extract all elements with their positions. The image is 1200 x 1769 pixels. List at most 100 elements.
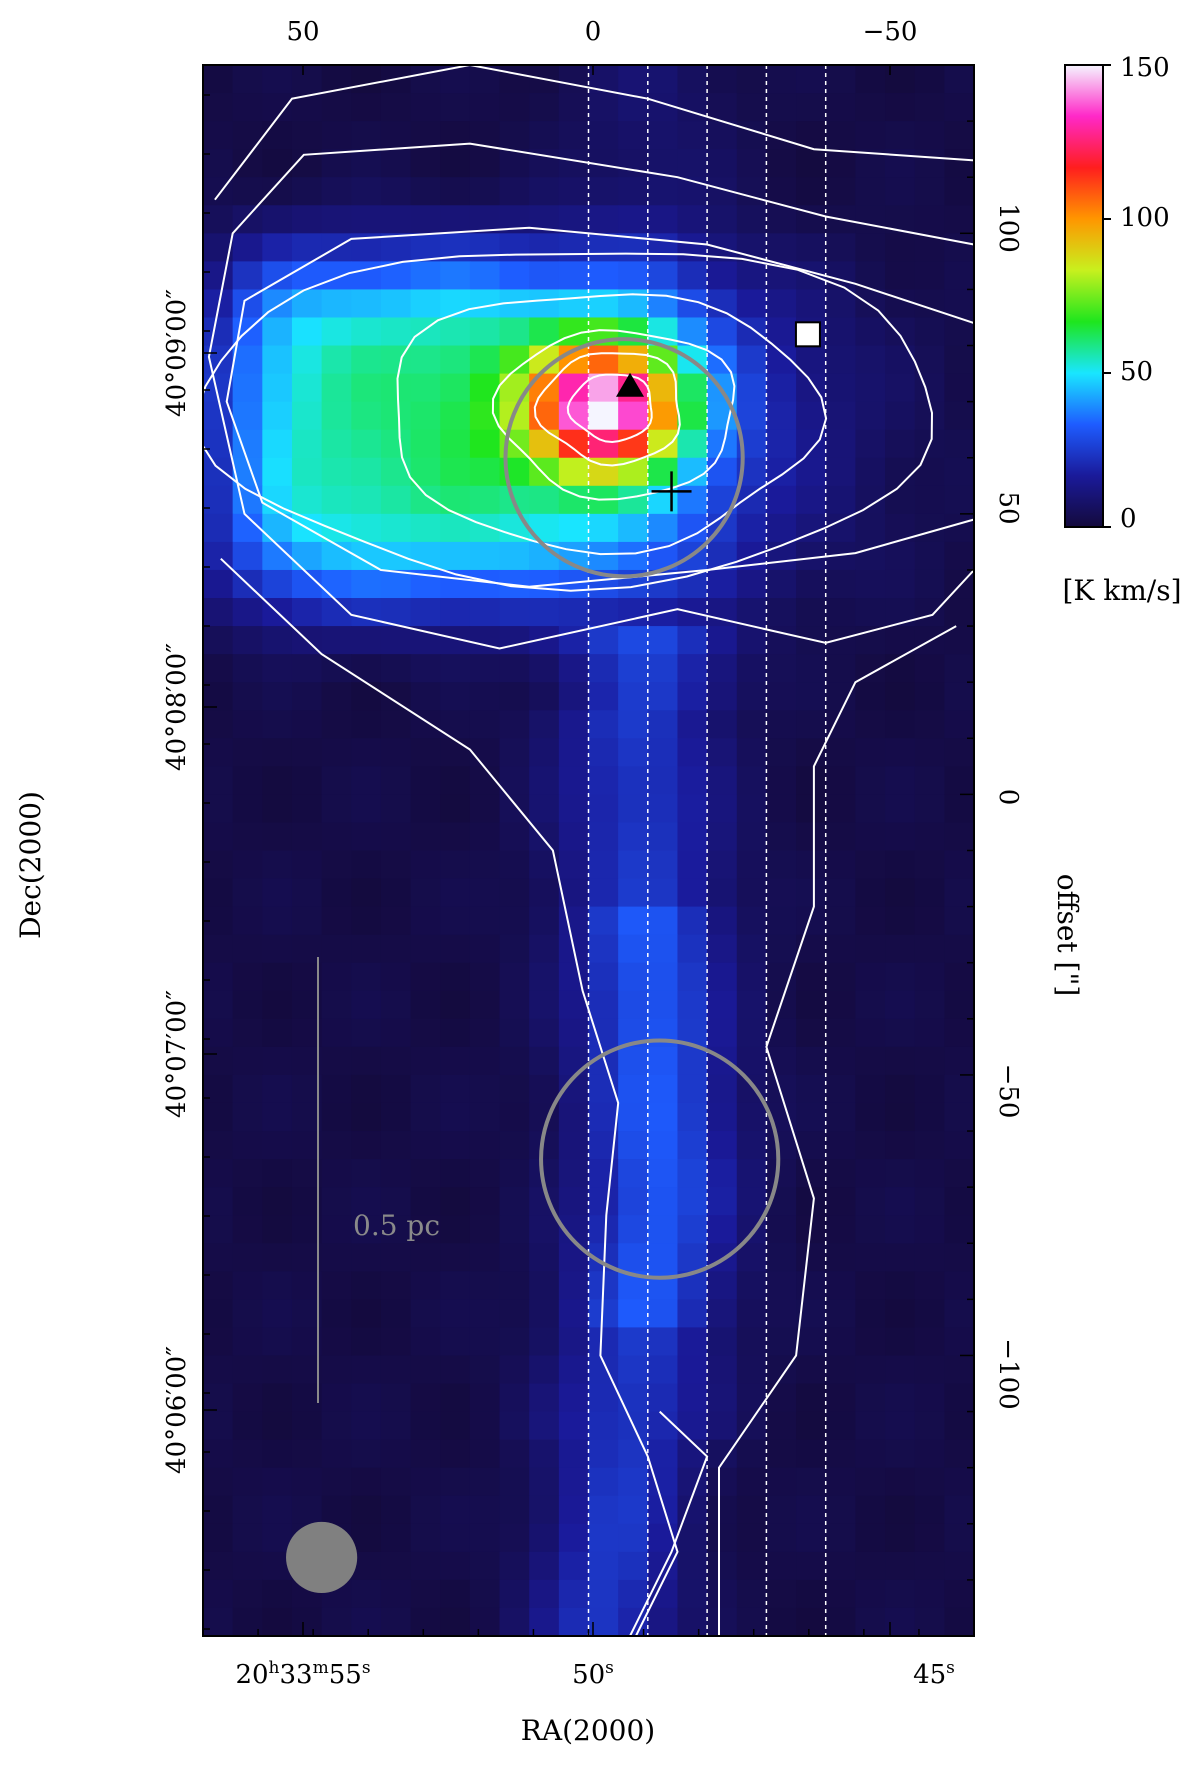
map-cell [825,317,856,347]
map-cell [558,1355,590,1385]
map-cell [914,962,945,992]
map-cell [351,1439,382,1469]
map-cell [499,1074,530,1104]
map-cell [232,682,263,711]
map-cell [203,205,234,234]
map-cell [825,626,856,655]
map-cell [677,457,708,487]
map-cell [410,541,441,571]
map-cell [203,513,234,543]
map-cell [529,1607,560,1637]
map-cell [321,850,352,880]
map-cell [618,1215,649,1244]
map-cell [499,541,530,571]
map-cell [796,569,827,599]
map-cell [677,373,708,403]
map-cell [232,373,263,403]
map-cell [618,934,649,964]
map-cell [707,1327,738,1357]
map-cell [766,1271,797,1300]
map-cell [262,1467,293,1497]
map-cell [558,766,590,795]
map-cell [618,177,649,206]
map-cell [410,906,441,936]
map-cell [410,990,441,1020]
map-cell [529,962,560,992]
map-cell [825,1243,856,1272]
map-cell [351,1131,382,1160]
map-cell [410,1018,441,1048]
map-cell [469,1243,501,1272]
map-cell [499,1131,530,1160]
map-cell [499,1102,530,1132]
map-cell [232,990,263,1020]
map-cell [707,1074,738,1104]
map-cell [499,1355,530,1385]
map-cell [262,1018,293,1048]
map-cell [914,1131,945,1160]
map-cell [291,682,323,711]
map-cell [944,345,975,375]
map-cell [766,1131,797,1160]
map-cell [203,654,234,683]
colorbar-tick-label: 100 [1120,203,1170,233]
map-cell [618,738,649,767]
map-cell [410,598,441,627]
map-cell [440,401,471,431]
map-cell [529,934,560,964]
map-cell [529,990,560,1020]
map-cell [914,1046,945,1076]
map-cell [232,1327,263,1357]
map-cell [558,1411,590,1441]
map-cell [529,1327,560,1357]
map-cell [440,598,471,627]
map-cell [499,1579,530,1609]
map-cell [529,1523,560,1553]
map-cell [529,401,560,431]
map-cell [203,1607,234,1637]
map-cell [321,626,352,655]
map-cell [885,794,916,824]
map-cell [944,65,975,94]
map-cell [499,65,530,94]
map-cell [469,485,501,515]
map-cell [944,1579,975,1609]
map-cell [351,598,382,627]
map-cell [677,1074,708,1104]
map-cell [410,1411,441,1441]
map-cell [469,1411,501,1441]
map-cell [380,1159,412,1188]
map-cell [529,1299,560,1329]
map-cell [558,1243,590,1272]
map-cell [529,93,560,122]
map-cell [529,513,560,543]
map-cell [321,261,352,291]
map-cell [351,1102,382,1132]
map-cell [796,1607,827,1637]
map-cell [588,990,619,1020]
map-cell [885,710,916,739]
map-cell [321,990,352,1020]
map-cell [203,878,234,908]
map-cell [796,1467,827,1497]
map-cell [469,598,501,627]
map-cell [766,513,797,543]
map-cell [647,1215,679,1244]
map-cell [677,121,708,150]
map-cell [677,1467,708,1497]
map-cell [796,457,827,487]
map-cell [469,1159,501,1188]
map-cell [351,1327,382,1357]
map-cell [499,1271,530,1300]
map-cell [825,149,856,178]
map-cell [262,541,293,571]
map-cell [380,485,412,515]
map-cell [351,962,382,992]
map-cell [707,1102,738,1132]
map-cell [914,345,945,375]
map-cell [262,401,293,431]
map-cell [440,317,471,347]
map-cell [558,1271,590,1300]
map-cell [440,1131,471,1160]
top-tick-label: −50 [863,17,918,47]
